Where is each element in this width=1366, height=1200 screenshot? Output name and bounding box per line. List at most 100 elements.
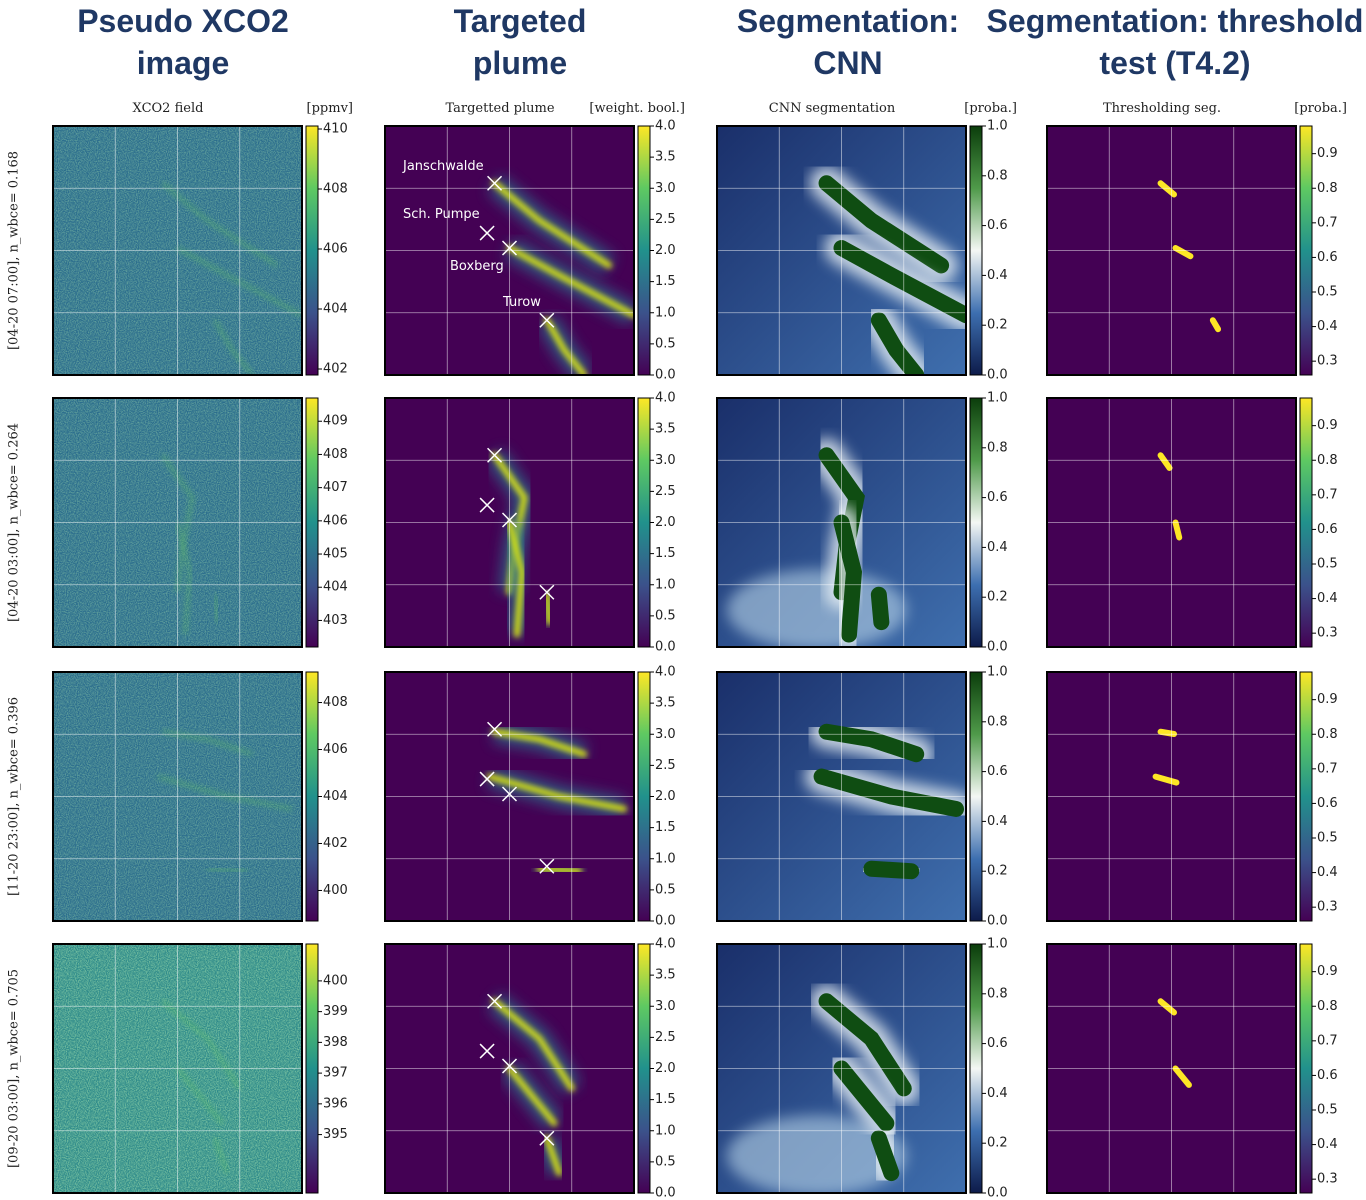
page: Pseudo XCO2 image Targeted plume Segment… [0, 0, 1366, 1200]
colorbar-tick-label: 0.5 [1317, 831, 1338, 846]
source-label: Boxberg [450, 259, 504, 274]
colorbar-tick-label: 404 [323, 580, 348, 595]
colorbar-tick-label: 0.6 [1317, 796, 1338, 811]
colorbar-tick-label: 0.9 [1317, 146, 1338, 161]
image-panel: JanschwaldeSch. PumpeBoxbergTurow [385, 126, 634, 375]
colorbar-tick-label: 0.4 [987, 540, 1008, 555]
colorbar [638, 398, 650, 647]
colorbar-tick-label: 4.0 [655, 937, 676, 952]
colorbar-tick-label: 407 [323, 480, 348, 495]
colorbar [1300, 672, 1312, 921]
image-panel [53, 672, 302, 921]
colorbar-tick-label: 397 [323, 1066, 348, 1081]
colorbar-tick-label: 4.0 [655, 665, 676, 680]
colorbar-tick-label: 404 [323, 302, 348, 317]
colorbar-tick-label: 0.6 [1317, 522, 1338, 537]
colorbar-tick-label: 0.6 [987, 490, 1008, 505]
colorbar-tick-label: 3.0 [655, 727, 676, 742]
colorbar [306, 944, 318, 1193]
image-panel [1047, 944, 1296, 1193]
colorbar-tick-label: 0.8 [987, 986, 1008, 1001]
colorbar-tick-label: 0.7 [1317, 215, 1338, 230]
colorbar-tick-label: 405 [323, 547, 348, 562]
colorbar [306, 398, 318, 647]
colorbar-tick-label: 0.8 [987, 440, 1008, 455]
colorbar-tick-label: 400 [323, 973, 348, 988]
image-panel [1047, 672, 1296, 921]
colorbar-tick-label: 0.7 [1317, 761, 1338, 776]
colorbar [638, 672, 650, 921]
colorbar-tick-label: 0.2 [987, 864, 1008, 879]
colorbar-tick-label: 1.5 [655, 274, 676, 289]
colorbar-tick-label: 0.2 [987, 318, 1008, 333]
colorbar-tick-label: 0.0 [655, 914, 676, 929]
colorbar-tick-label: 0.6 [987, 218, 1008, 233]
colorbar [638, 126, 650, 375]
colorbar-tick-label: 398 [323, 1035, 348, 1050]
colorbar [970, 398, 982, 647]
image-panel [1047, 126, 1296, 375]
colorbar-tick-label: 0.5 [655, 882, 676, 897]
colorbar-tick-label: 3.5 [655, 696, 676, 711]
colorbar-tick-label: 3.0 [655, 453, 676, 468]
colorbar-tick-label: 0.0 [655, 640, 676, 655]
colorbar-tick-label: 0.5 [655, 336, 676, 351]
image-panel [717, 398, 966, 650]
colorbar-tick-label: 403 [323, 613, 348, 628]
colorbar-tick-label: 0.4 [1317, 1137, 1338, 1152]
colorbar-tick-label: 410 [323, 122, 348, 137]
colorbar-tick-label: 1.0 [655, 851, 676, 866]
colorbar-tick-label: 396 [323, 1096, 348, 1111]
colorbar-tick-label: 2.0 [655, 1061, 676, 1076]
colorbar-tick-label: 0.5 [1317, 1103, 1338, 1118]
colorbar-tick-label: 0.7 [1317, 487, 1338, 502]
colorbar-tick-label: 0.4 [1317, 591, 1338, 606]
row-label: [09-20 03:00], n_wbce= 0.705 [7, 969, 22, 1168]
source-label: Janschwalde [402, 159, 484, 174]
colorbar-tick-label: 0.5 [655, 608, 676, 623]
panel-unit: [proba.] [964, 101, 1017, 116]
colorbar-tick-label: 406 [323, 742, 348, 757]
colorbar-tick-label: 0.0 [987, 640, 1008, 655]
colorbar-tick-label: 0.8 [1317, 999, 1338, 1014]
colorbar-tick-label: 0.0 [655, 368, 676, 383]
colorbar-tick-label: 3.5 [655, 422, 676, 437]
colorbar-tick-label: 3.5 [655, 968, 676, 983]
cnn-core [871, 869, 911, 871]
plume-core [539, 869, 579, 871]
colorbar-tick-label: 0.6 [987, 1036, 1008, 1051]
colorbar-tick-label: 406 [323, 513, 348, 528]
colorbar-tick-label: 0.3 [1317, 626, 1338, 641]
colorbar-tick-label: 0.4 [1317, 865, 1338, 880]
colorbar-tick-label: 0.6 [987, 764, 1008, 779]
colorbar-tick-label: 0.8 [987, 714, 1008, 729]
image-panel [385, 672, 634, 921]
colorbar-tick-label: 406 [323, 242, 348, 257]
panel-subtitle: CNN segmentation [769, 101, 896, 116]
colorbar-tick-label: 1.0 [987, 937, 1008, 952]
colorbar [306, 672, 318, 921]
colorbar-tick-label: 4.0 [655, 391, 676, 406]
panel-unit: [proba.] [1294, 101, 1347, 116]
colorbar-tick-label: 0.9 [1317, 418, 1338, 433]
colorbar-tick-label: 395 [323, 1127, 348, 1142]
panel-subtitle: Thresholding seg. [1103, 101, 1221, 116]
row-label: [04-20 03:00], n_wbce= 0.264 [7, 423, 22, 622]
colorbar-tick-label: 0.8 [1317, 453, 1338, 468]
colorbar-tick-label: 0.2 [987, 590, 1008, 605]
colorbar-tick-label: 1.0 [987, 665, 1008, 680]
colorbar-tick-label: 0.0 [987, 914, 1008, 929]
row-label: [04-20 07:00], n_wbce= 0.168 [7, 151, 22, 350]
colorbar-tick-label: 1.0 [987, 119, 1008, 134]
colorbar-tick-label: 0.3 [1317, 1172, 1338, 1187]
colorbar-tick-label: 402 [323, 362, 348, 377]
colorbar [1300, 126, 1312, 375]
colorbar-tick-label: 0.4 [987, 268, 1008, 283]
colorbar-tick-label: 0.3 [1317, 900, 1338, 915]
colorbar-tick-label: 3.0 [655, 181, 676, 196]
row-label: [11-20 23:00], n_wbce= 0.396 [7, 697, 22, 896]
colorbar-tick-label: 408 [323, 695, 348, 710]
colorbar-tick-label: 408 [323, 182, 348, 197]
source-label: Turow [502, 295, 541, 310]
panel-unit: [ppmv] [307, 101, 353, 116]
